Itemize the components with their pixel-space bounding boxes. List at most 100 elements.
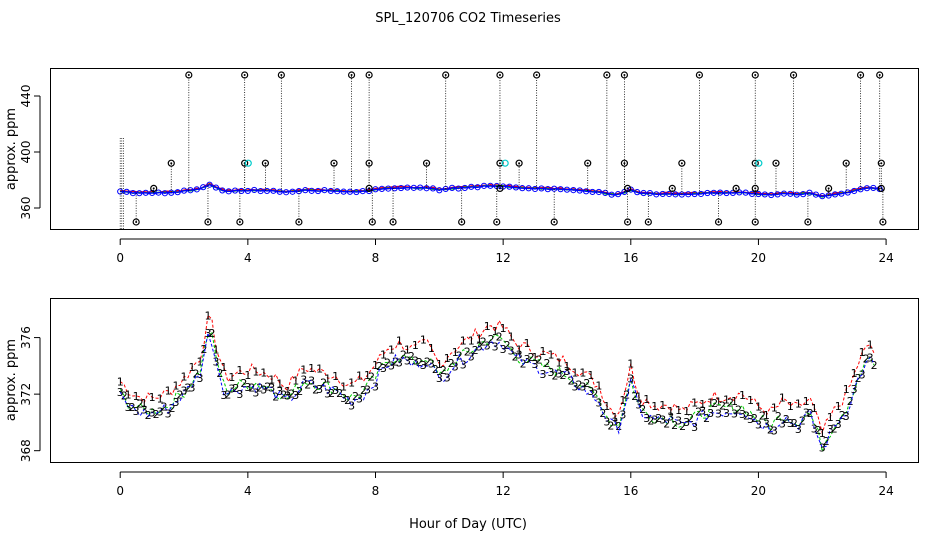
series-3-point: 3: [484, 340, 491, 353]
series-1-point: 1: [316, 363, 323, 376]
near-flag-point: [732, 184, 740, 192]
near-flag-point: [496, 184, 504, 192]
series-3-point: 3: [364, 383, 371, 396]
series-3-point: [557, 186, 564, 193]
series-3-point: [863, 185, 871, 192]
mid-flag-point: [877, 159, 885, 167]
near-flag-point-dot: [827, 187, 830, 190]
series-2-point: 2: [360, 384, 367, 397]
series-3-point: [340, 188, 347, 195]
series-3-point: [180, 187, 188, 194]
series-2-point: 2: [567, 374, 574, 387]
series-2-point: 2: [727, 397, 734, 410]
series-3-point: 3: [819, 442, 826, 455]
series-3-point: 3: [619, 408, 626, 421]
series-3-point: [270, 187, 277, 194]
series-1-point: 1: [348, 377, 355, 390]
x-tick-label: 4: [244, 484, 252, 498]
low-flag-point-dot: [460, 221, 463, 223]
series-3-point: 3: [563, 365, 570, 378]
near-flag-point-dot: [671, 187, 674, 190]
series-2-point: 2: [559, 369, 566, 382]
series-1-point: 1: [324, 372, 331, 385]
near-flag-point: [150, 184, 158, 192]
series-3-point: 3: [508, 344, 515, 357]
series-3-point: 3: [324, 387, 331, 400]
series-1-point: 1: [149, 391, 156, 404]
series-3-point: 3: [843, 410, 850, 423]
series-3-point: [219, 187, 226, 194]
low-flag-point: [458, 218, 466, 226]
y-tick-label: 360: [19, 197, 33, 220]
series-3-point: 3: [827, 423, 834, 436]
series-3-point: 3: [627, 373, 634, 386]
series-3-point: 3: [739, 408, 746, 421]
series-1-point: 1: [244, 369, 251, 382]
series-1-point: 1: [484, 320, 491, 333]
series-3-point: 3: [659, 414, 666, 427]
series-3-point: [302, 187, 309, 194]
series-3-point: [359, 187, 366, 195]
series-3-point: 3: [412, 355, 419, 368]
series-1-point: 1: [332, 370, 339, 383]
series-3-point: [506, 183, 513, 190]
series-3-point: [410, 184, 417, 191]
series-3-point: 3: [308, 374, 315, 387]
series-1-point: 1: [611, 411, 618, 424]
series-2-point: 2: [544, 357, 551, 370]
series-3-point: [436, 187, 443, 194]
series-1-point: 1: [755, 401, 762, 414]
series-2-point: 2: [200, 343, 207, 356]
high-flag-point: [620, 71, 629, 79]
series-1-point: 1: [428, 342, 435, 355]
series-3-point: 3: [691, 421, 698, 434]
series-3-point: 3: [851, 383, 858, 396]
series-1-point: 1: [516, 343, 523, 356]
series-2-point: 2: [504, 339, 511, 352]
x-tick-label: 4: [244, 251, 252, 265]
series-2-point: 2: [488, 333, 495, 346]
series-3-point: [168, 189, 175, 196]
series-1-point: 1: [827, 411, 834, 424]
low-flag-point-dot: [371, 221, 374, 223]
x-tick-label: 8: [372, 251, 380, 265]
high-flag-point: [365, 71, 373, 79]
series-1-point: 1: [340, 380, 347, 393]
low-flag-point: [879, 218, 887, 226]
mid-flag-point-dot: [586, 162, 589, 165]
mid-flag-point: [620, 159, 629, 167]
series-3-point: [525, 185, 532, 192]
high-flag-point-dot: [444, 74, 447, 76]
series-1-point: 1: [452, 346, 459, 359]
bottom-y-axis-label: approx. ppm: [4, 339, 19, 421]
series-2-point: 2: [344, 394, 351, 407]
alt-flag-point: [501, 159, 509, 167]
series-3-point: [385, 185, 392, 192]
series-2-point: 2: [296, 385, 303, 398]
series-2-point: 2: [464, 346, 471, 359]
series-3-point: [819, 193, 826, 200]
series-2-point: 2: [137, 398, 144, 411]
series-3-point: 3: [196, 372, 203, 385]
mid-flag-point: [772, 159, 780, 167]
series-2-point: 2: [145, 409, 152, 422]
series-3-point: 3: [460, 359, 467, 372]
series-1-point: 1: [500, 322, 507, 335]
series-1-point: 1: [787, 400, 794, 413]
series-2-point: 2: [815, 424, 822, 437]
series-3-line: [119, 332, 875, 449]
series-2-point: 2: [320, 377, 327, 390]
mid-flag-point: [261, 159, 270, 167]
series-3-point: [793, 191, 800, 198]
series-2-point: 2: [121, 389, 128, 402]
series-3-point: 3: [428, 358, 435, 371]
series-3-point: [353, 188, 360, 196]
series-2-point: 2: [528, 351, 535, 364]
series-2-point: 2: [863, 353, 870, 366]
mid-flag-point-dot: [623, 162, 626, 165]
series-3-point: [595, 188, 602, 196]
series-2-point: 2: [512, 350, 519, 363]
high-flag-point: [876, 71, 884, 79]
series-1-point: 1: [308, 362, 315, 375]
